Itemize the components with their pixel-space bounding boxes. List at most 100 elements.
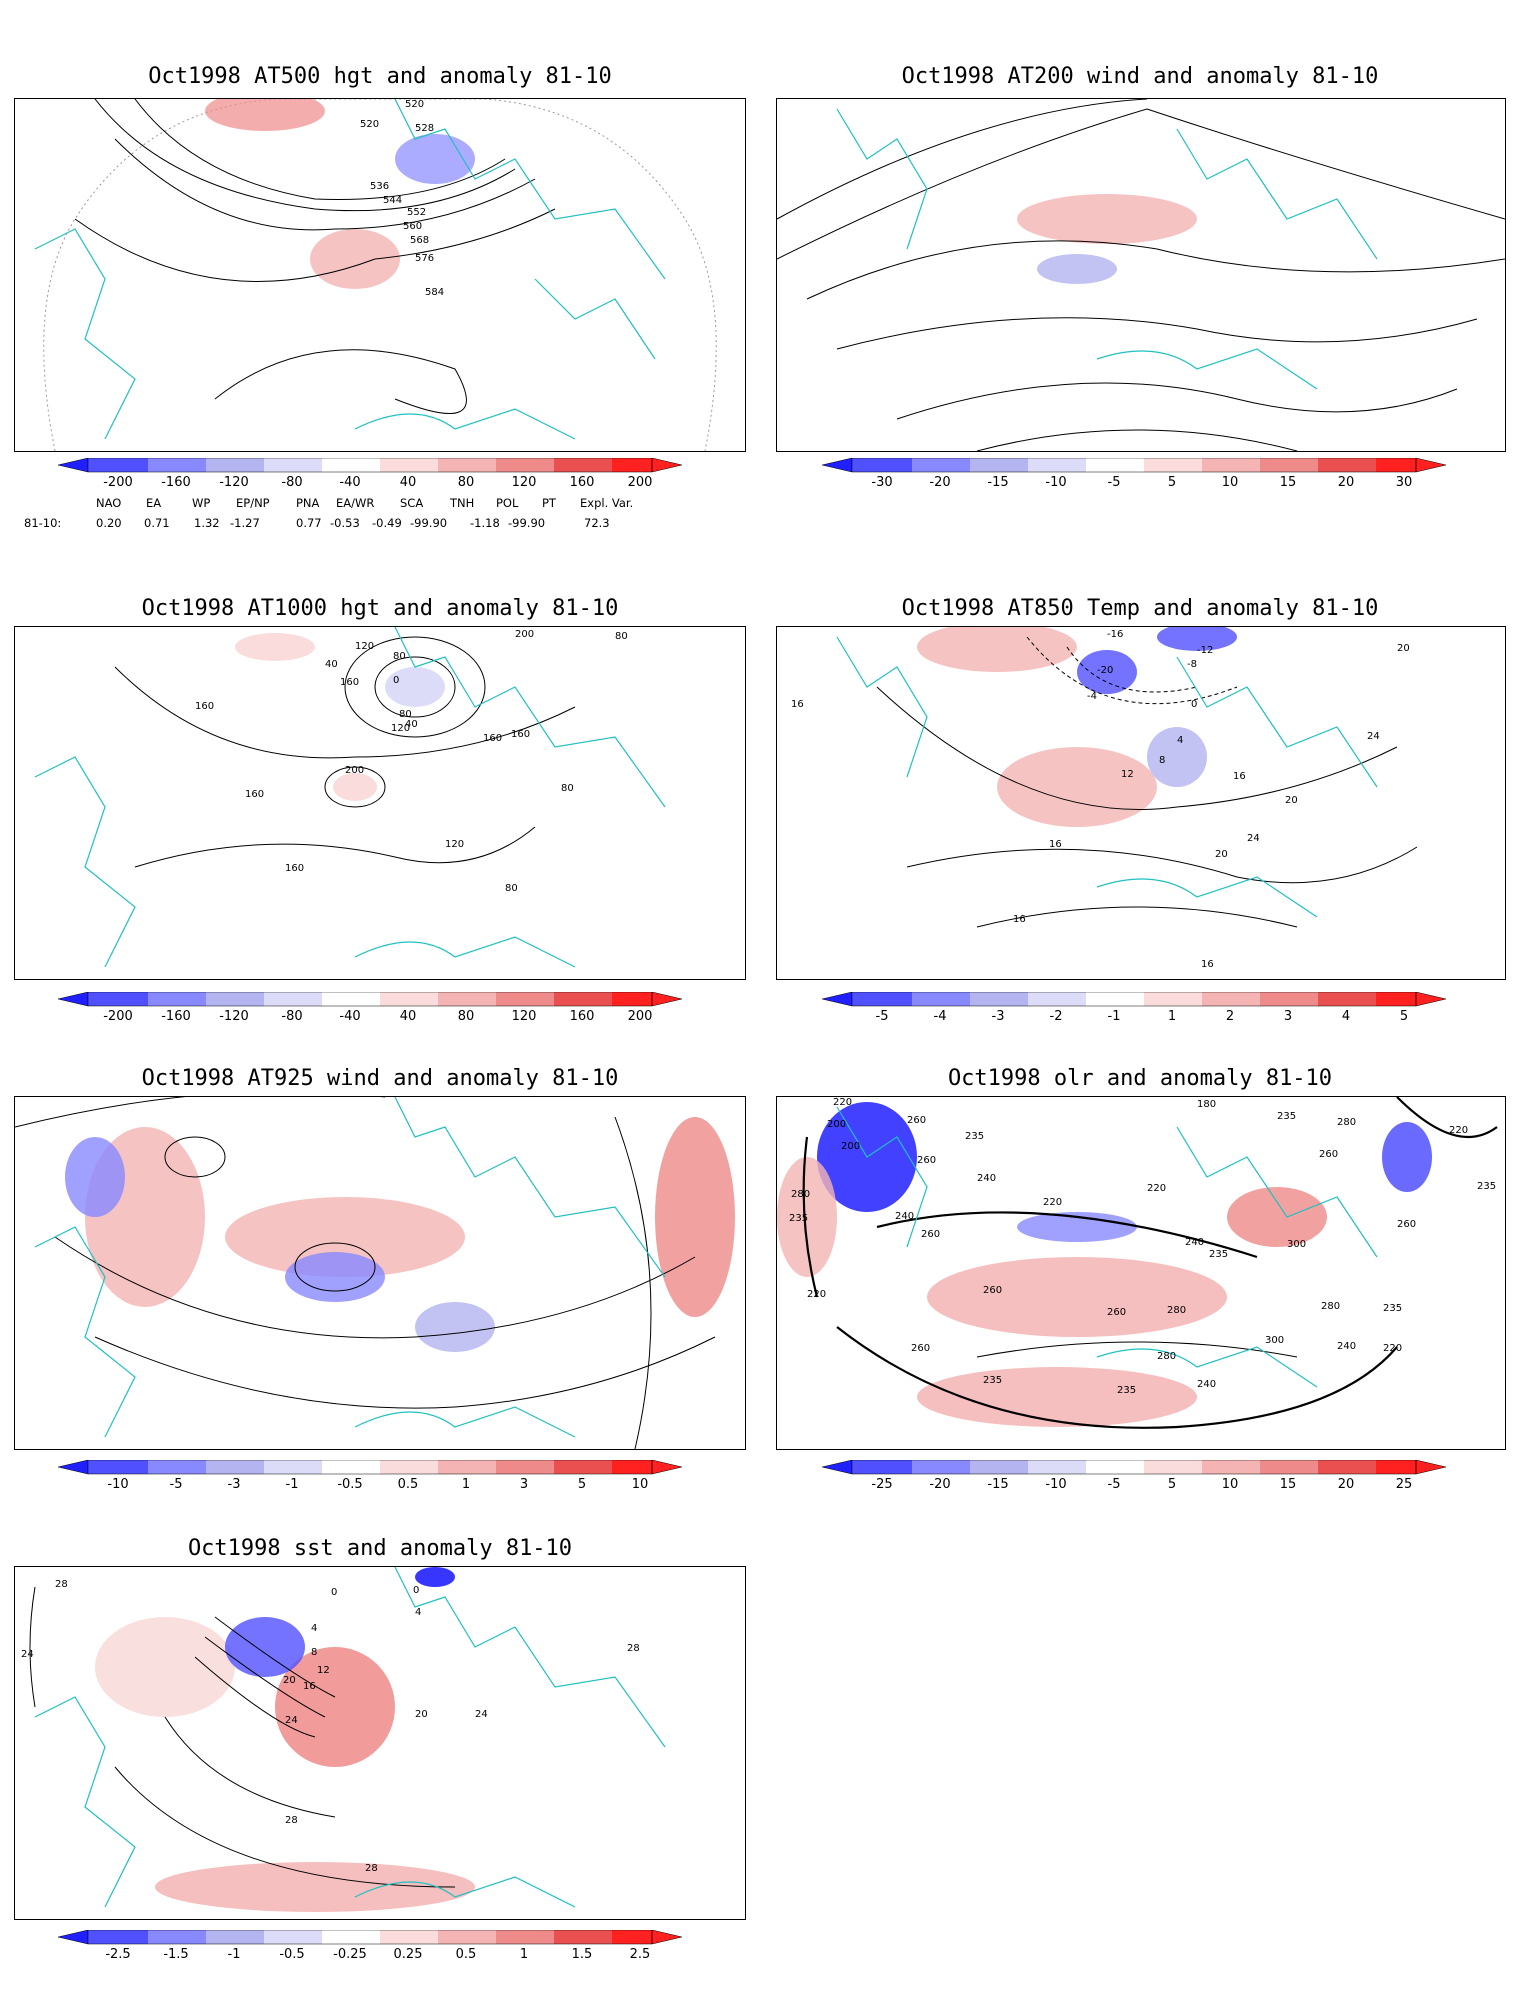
anomaly-red [333, 773, 377, 801]
contour-label: 200 [345, 765, 364, 776]
contour-label: 520 [360, 119, 379, 130]
colorbar-tick: 80 [457, 1009, 475, 1024]
anomaly-red [927, 1257, 1227, 1337]
colorbar-tick: 5 [577, 1477, 587, 1492]
contour-label: -12 [1197, 645, 1213, 656]
map-plot [777, 99, 1505, 451]
contour-label: 235 [1383, 1303, 1402, 1314]
panel-at1000: Oct1998 AT1000 hgt and anomaly 81-10 200… [0, 560, 760, 1030]
colorbar-tick: 5 [1167, 475, 1177, 490]
contour-label: 235 [965, 1131, 984, 1142]
contour-label: 12 [317, 1665, 330, 1676]
colorbar-tick: -10 [1045, 475, 1067, 490]
contour-label: 16 [1201, 959, 1214, 970]
contour-label: -16 [1107, 629, 1123, 640]
index-header: PNA [296, 496, 320, 510]
index-value: 0.20 [96, 516, 122, 530]
anomaly-blue [285, 1252, 385, 1302]
map-frame: 200 120 80 80 40 160 0 160 80 120 160 16… [14, 626, 746, 980]
contour-label: 120 [445, 839, 464, 850]
contour-label: 240 [895, 1211, 914, 1222]
colorbar-tick: 4 [1341, 1009, 1351, 1024]
colorbar-tick: 2.5 [629, 1947, 651, 1962]
colorbar-tick: 40 [399, 475, 417, 490]
index-row-label: 81-10: [24, 516, 62, 530]
contour-label: 180 [1197, 1099, 1216, 1110]
contour-label: 220 [1043, 1197, 1062, 1208]
contour-label: 235 [983, 1375, 1002, 1386]
contour-label: -8 [1187, 659, 1197, 670]
contour-label: 544 [383, 195, 402, 206]
colorbar-tick: 0.5 [397, 1477, 419, 1492]
colorbar-tick: 15 [1279, 1477, 1297, 1492]
contour-label: 552 [407, 207, 426, 218]
anomaly-blue [65, 1137, 125, 1217]
contour-label: 240 [977, 1173, 996, 1184]
contour-label: 280 [1157, 1351, 1176, 1362]
contour-label: 4 [1177, 735, 1183, 746]
colorbar: -10 -5 -3 -1 -0.5 0.5 1 3 5 10 [58, 1460, 708, 1494]
contour-label: 576 [415, 253, 434, 264]
colorbar-tick: -15 [987, 475, 1009, 490]
colorbar-swatches [822, 1460, 1447, 1475]
contour-label: 80 [399, 709, 412, 720]
colorbar-tick: -160 [161, 475, 191, 490]
colorbar-tick: 160 [569, 1009, 595, 1024]
index-value: -99.90 [410, 516, 448, 530]
colorbar-tick: -80 [281, 475, 303, 490]
contour-label: 536 [370, 181, 389, 192]
contour-label: 8 [311, 1647, 317, 1658]
contour-label: 235 [1209, 1249, 1228, 1260]
contour-label: 20 [283, 1675, 296, 1686]
colorbar: -200 -160 -120 -80 -40 40 80 120 160 200 [58, 458, 708, 492]
contour-label: -20 [1097, 665, 1113, 676]
index-value: 72.3 [584, 516, 610, 530]
index-header: PT [542, 496, 556, 510]
colorbar-tick: -120 [219, 475, 249, 490]
colorbar-tick: -1.5 [163, 1947, 189, 1962]
contour-label: 12 [1121, 769, 1134, 780]
colorbar-tick: -120 [219, 1009, 249, 1024]
colorbar-tick: 120 [511, 1009, 537, 1024]
colorbar-tick: -2 [1049, 1009, 1063, 1024]
colorbar-swatches [58, 992, 683, 1007]
colorbar-tick: -200 [103, 475, 133, 490]
contour-label: 80 [561, 783, 574, 794]
anomaly-red [997, 747, 1157, 827]
contour-label: 160 [340, 677, 359, 688]
map-frame [14, 1096, 746, 1450]
contour-label: 240 [1337, 1341, 1356, 1352]
colorbar-tick: -5 [169, 1477, 183, 1492]
contour-label: 240 [1197, 1379, 1216, 1390]
contour-label: 160 [511, 729, 530, 740]
contour-label: 235 [1477, 1181, 1496, 1192]
colorbar-tick: 3 [519, 1477, 529, 1492]
map-plot: 200 120 80 80 40 160 0 160 80 120 160 16… [34, 627, 666, 968]
teleconnection-headers: NAO EA WP EP/NP PNA EA/WR SCA TNH POL PT… [0, 496, 760, 510]
index-value: -0.49 [372, 516, 402, 530]
contour-label: 220 [1383, 1343, 1402, 1354]
contour-label: 280 [1167, 1305, 1186, 1316]
colorbar: -25 -20 -15 -10 -5 5 10 15 20 25 [822, 1460, 1472, 1494]
contour-label: 20 [1215, 849, 1228, 860]
colorbar-tick: -20 [929, 1477, 951, 1492]
contour-label: 20 [1397, 643, 1410, 654]
colorbar-tick: -15 [987, 1477, 1009, 1492]
panel-at500: Oct1998 AT500 hgt and anomaly 81-10 520 [0, 0, 760, 560]
contour-label: 260 [917, 1155, 936, 1166]
contour-label: 24 [475, 1709, 488, 1720]
contour-label: 280 [1337, 1117, 1356, 1128]
anomaly-blue [1077, 650, 1137, 694]
colorbar-tick: 200 [627, 475, 653, 490]
colorbar-tick: 25 [1395, 1477, 1413, 1492]
index-header: EA [146, 496, 162, 510]
colorbar: -200 -160 -120 -80 -40 40 80 120 160 200 [58, 992, 708, 1026]
anomaly-red [655, 1117, 735, 1317]
index-header: WP [192, 496, 211, 510]
index-header: TNH [450, 496, 475, 510]
contour-label: 40 [325, 659, 338, 670]
map-frame: -16 -12 -8 -20 -4 0 16 20 4 8 12 16 24 2… [776, 626, 1506, 980]
contour-label: 280 [1321, 1301, 1340, 1312]
anomaly-red [1227, 1187, 1327, 1247]
contour-label: 16 [1013, 914, 1026, 925]
